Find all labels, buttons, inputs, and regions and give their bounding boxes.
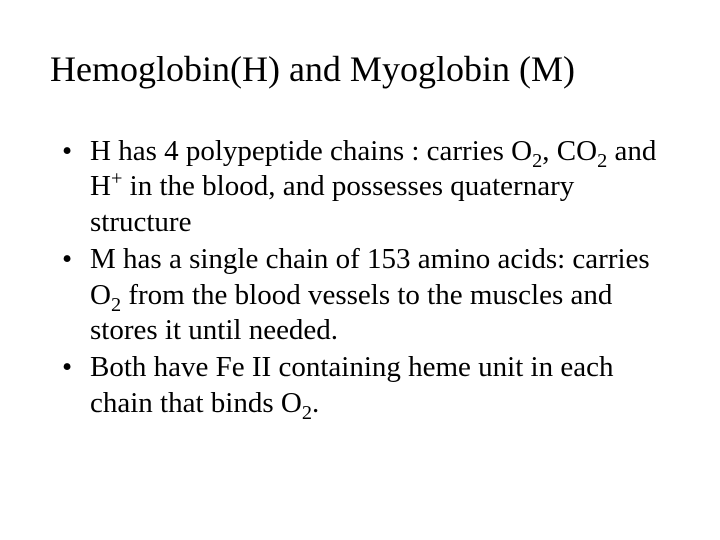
list-item: H has 4 polypeptide chains : carries O2,… (62, 134, 670, 240)
slide-title: Hemoglobin(H) and Myoglobin (M) (50, 48, 670, 90)
list-item: Both have Fe II containing heme unit in … (62, 350, 670, 421)
list-item: M has a single chain of 153 amino acids:… (62, 242, 670, 348)
bullet-list: H has 4 polypeptide chains : carries O2,… (50, 134, 670, 421)
